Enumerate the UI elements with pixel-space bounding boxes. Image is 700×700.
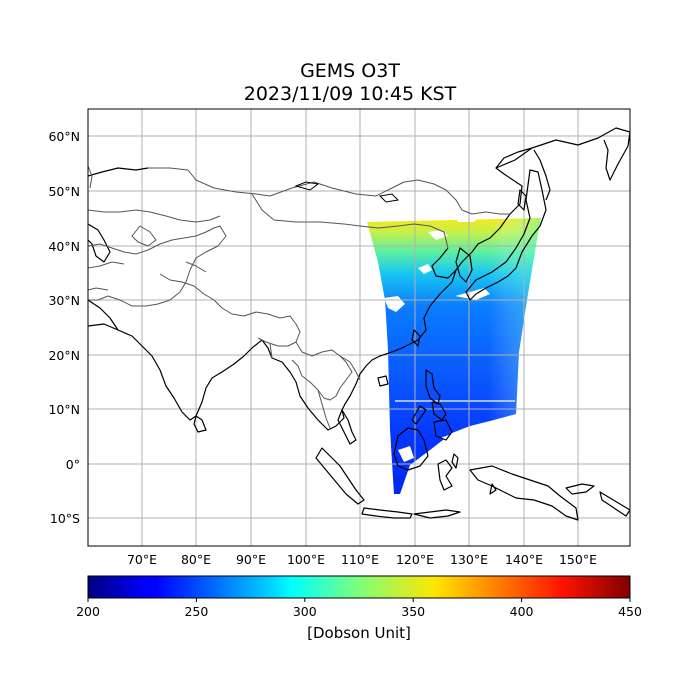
coastlines — [88, 127, 630, 521]
map-panel — [87, 108, 631, 547]
lon-label: 80°E — [181, 552, 211, 567]
ozone-swath — [367, 218, 541, 494]
lat-label: 0° — [66, 457, 80, 472]
lat-label: 40°N — [48, 239, 80, 254]
lat-label: 10°S — [50, 511, 80, 526]
lon-label: 150°E — [559, 552, 597, 567]
colorbar-tick-label: 350 — [401, 604, 425, 619]
longitude-labels: 70°E 80°E 90°E 100°E 110°E 120°E 130°E 1… — [127, 552, 597, 567]
country-borders — [88, 165, 510, 429]
lat-label: 50°N — [48, 184, 80, 199]
colorbar: 200 250 300 350 400 450 [Dobson Unit] — [76, 575, 642, 642]
lon-label: 90°E — [236, 552, 266, 567]
colorbar-tick-label: 450 — [618, 604, 642, 619]
colorbar-tick-label: 300 — [293, 604, 317, 619]
lon-label: 100°E — [287, 552, 325, 567]
latitude-labels: 60°N 50°N 40°N 30°N 20°N 10°N 0° 10°S — [48, 129, 80, 526]
lon-label: 140°E — [505, 552, 543, 567]
lat-label: 60°N — [48, 129, 80, 144]
lat-label: 10°N — [48, 402, 80, 417]
map-subtitle-datetime: 2023/11/09 10:45 KST — [243, 83, 457, 105]
colorbar-tick-label: 400 — [510, 604, 534, 619]
map-title: GEMS O3T — [300, 60, 400, 82]
colorbar-gradient — [87, 575, 631, 599]
lon-label: 110°E — [341, 552, 379, 567]
lon-label: 120°E — [396, 552, 434, 567]
colorbar-unit-label: [Dobson Unit] — [307, 624, 411, 642]
lon-label: 70°E — [127, 552, 157, 567]
colorbar-tick-label: 250 — [184, 604, 208, 619]
lon-label: 130°E — [450, 552, 488, 567]
map-frame — [87, 108, 631, 547]
colorbar-tick-label: 200 — [76, 604, 100, 619]
lat-label: 20°N — [48, 348, 80, 363]
lat-label: 30°N — [48, 293, 80, 308]
graticule — [88, 109, 630, 546]
